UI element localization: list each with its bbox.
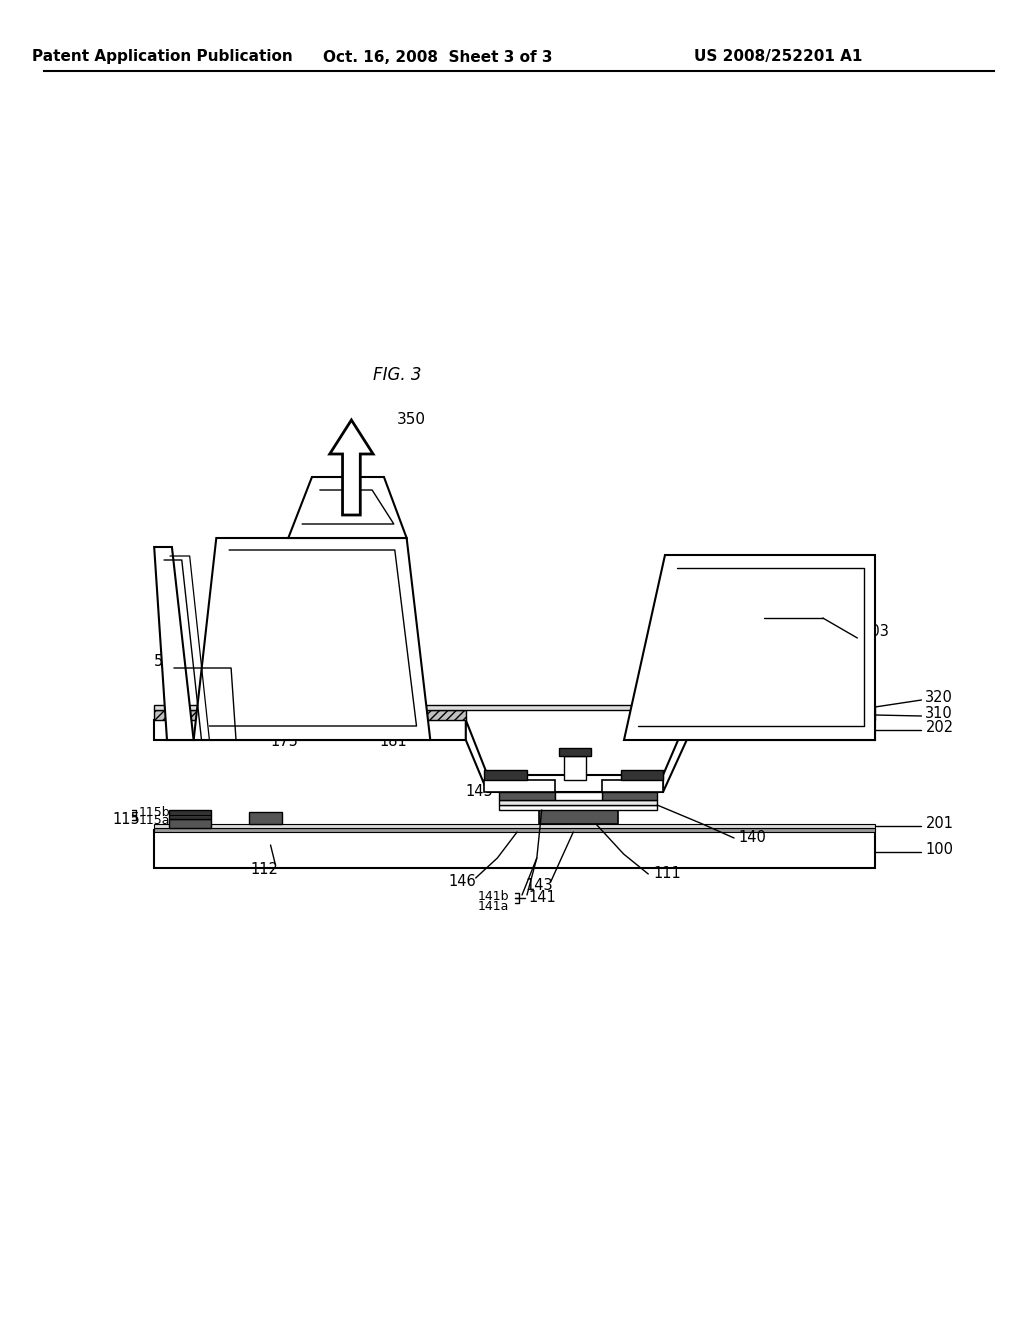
- Text: 115b: 115b: [138, 805, 170, 818]
- Text: 141a: 141a: [477, 899, 509, 912]
- Polygon shape: [155, 830, 876, 869]
- Text: 115a: 115a: [138, 813, 170, 826]
- Text: 145: 145: [466, 784, 494, 800]
- Polygon shape: [559, 748, 591, 756]
- Text: Patent Application Publication: Patent Application Publication: [32, 49, 293, 65]
- Polygon shape: [602, 792, 657, 800]
- Text: 202: 202: [926, 721, 953, 735]
- Text: US 2008/252201 A1: US 2008/252201 A1: [694, 49, 862, 65]
- Text: 115: 115: [113, 812, 140, 826]
- Polygon shape: [500, 805, 657, 810]
- Polygon shape: [155, 710, 466, 719]
- Text: 201: 201: [926, 817, 953, 832]
- Polygon shape: [483, 780, 555, 792]
- Text: 181: 181: [379, 734, 407, 750]
- Polygon shape: [466, 719, 487, 792]
- Polygon shape: [155, 546, 194, 741]
- Polygon shape: [487, 775, 664, 792]
- Polygon shape: [249, 812, 283, 824]
- Text: 141: 141: [529, 890, 557, 904]
- Polygon shape: [155, 824, 876, 828]
- Text: 175: 175: [270, 734, 298, 750]
- Polygon shape: [169, 818, 211, 828]
- Text: 143: 143: [525, 879, 553, 894]
- Polygon shape: [155, 719, 466, 741]
- FancyArrow shape: [330, 420, 373, 515]
- Polygon shape: [500, 800, 657, 805]
- Polygon shape: [621, 770, 664, 780]
- Text: 530: 530: [155, 655, 182, 669]
- Text: 203: 203: [862, 624, 890, 639]
- Polygon shape: [687, 710, 876, 719]
- Polygon shape: [687, 719, 876, 741]
- Polygon shape: [289, 477, 407, 539]
- Polygon shape: [564, 756, 586, 780]
- Polygon shape: [555, 792, 602, 800]
- Text: 140: 140: [738, 829, 766, 845]
- Text: Oct. 16, 2008  Sheet 3 of 3: Oct. 16, 2008 Sheet 3 of 3: [324, 49, 553, 65]
- Text: 100: 100: [926, 842, 953, 858]
- Polygon shape: [624, 554, 876, 741]
- Polygon shape: [483, 770, 527, 780]
- Polygon shape: [155, 705, 876, 710]
- Polygon shape: [194, 539, 430, 741]
- Polygon shape: [155, 828, 876, 832]
- Text: 141b: 141b: [477, 890, 509, 903]
- Text: 111: 111: [653, 866, 681, 882]
- Polygon shape: [539, 810, 617, 824]
- Text: 146: 146: [449, 874, 476, 890]
- Polygon shape: [664, 719, 687, 792]
- Text: 112: 112: [251, 862, 279, 878]
- Polygon shape: [169, 810, 211, 818]
- Text: 350: 350: [396, 412, 426, 428]
- Text: FIG. 3: FIG. 3: [373, 366, 421, 384]
- Polygon shape: [602, 780, 664, 792]
- Text: 320: 320: [926, 690, 953, 705]
- Polygon shape: [500, 792, 555, 800]
- Text: 310: 310: [926, 706, 953, 722]
